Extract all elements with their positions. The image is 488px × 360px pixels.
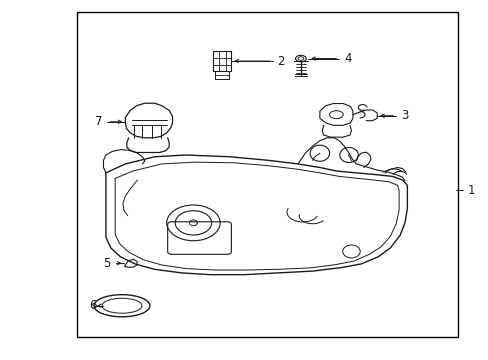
Text: 2: 2: [277, 55, 285, 68]
Text: 6: 6: [89, 299, 97, 312]
Text: 5: 5: [102, 257, 110, 270]
Text: 1: 1: [467, 184, 475, 197]
Text: 7: 7: [94, 115, 102, 128]
Text: 4: 4: [344, 52, 351, 65]
Text: 3: 3: [400, 109, 407, 122]
Bar: [77, 12, 458, 337]
